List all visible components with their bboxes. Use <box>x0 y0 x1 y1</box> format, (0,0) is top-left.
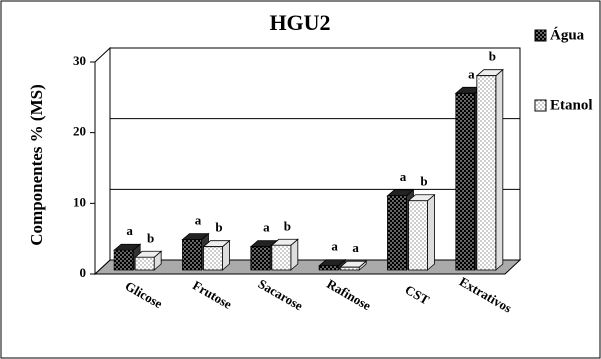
bar-face <box>250 246 271 271</box>
bar-face <box>387 195 407 271</box>
bar-face <box>427 193 435 271</box>
bar-face <box>134 256 155 271</box>
bar <box>113 243 142 271</box>
bar-face <box>408 200 428 271</box>
bar-face <box>495 68 504 271</box>
value-letter: a <box>331 239 338 254</box>
value-letter: a <box>352 240 359 255</box>
bar <box>270 238 299 271</box>
bar <box>339 260 368 271</box>
value-letter: b <box>489 49 496 64</box>
legend-swatch <box>534 99 547 112</box>
value-letter: a <box>468 66 475 81</box>
bar-face <box>476 75 497 271</box>
bar <box>134 250 163 271</box>
side-wall <box>94 46 111 276</box>
value-letter: a <box>263 220 270 235</box>
y-tick-label: 20 <box>73 124 86 139</box>
bar <box>475 68 504 271</box>
legend-swatch <box>534 29 547 42</box>
bar-face <box>113 249 134 271</box>
bar-face <box>455 92 476 271</box>
bar-face <box>182 239 202 271</box>
value-letter: b <box>215 220 222 235</box>
value-letter: b <box>147 230 154 245</box>
value-letter: b <box>284 218 291 233</box>
legend-label: Água <box>550 26 585 43</box>
y-tick-label: 0 <box>80 265 87 280</box>
back-wall <box>109 47 521 261</box>
bar-face <box>203 246 223 271</box>
value-letter: a <box>400 169 407 184</box>
legend-label: Etanol <box>550 97 593 113</box>
bar <box>202 239 231 271</box>
bar <box>407 193 436 271</box>
value-letter: a <box>126 223 133 238</box>
bar-face <box>339 266 360 271</box>
y-tick-label: 10 <box>73 194 86 209</box>
value-letter: a <box>195 213 202 228</box>
y-axis-label: Componentes % (MS) <box>27 84 46 246</box>
chart-title: HGU2 <box>269 10 330 35</box>
value-letter: b <box>420 174 427 189</box>
bar-face <box>318 265 339 271</box>
bar-face <box>271 244 292 271</box>
y-tick-label: 30 <box>73 53 86 68</box>
